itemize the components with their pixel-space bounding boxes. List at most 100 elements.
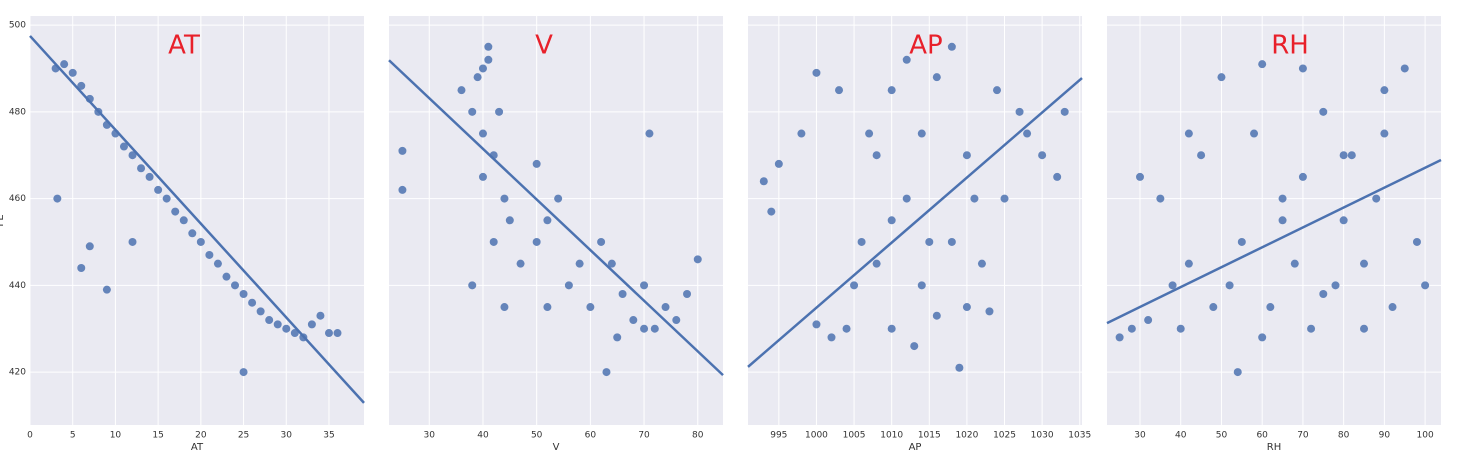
- point: [1372, 194, 1381, 203]
- regression-line: [29, 35, 365, 404]
- x-tick-label: 1035: [1068, 431, 1091, 441]
- point: [102, 285, 111, 294]
- point: [1360, 259, 1369, 268]
- point: [554, 194, 563, 203]
- point: [865, 129, 874, 138]
- point: [532, 237, 541, 246]
- point: [925, 237, 934, 246]
- point: [484, 55, 493, 64]
- point: [564, 281, 573, 290]
- point: [468, 281, 477, 290]
- point: [1060, 107, 1069, 116]
- point: [1156, 194, 1165, 203]
- point: [910, 342, 919, 351]
- point: [290, 329, 299, 338]
- point: [1412, 237, 1421, 246]
- point: [902, 55, 911, 64]
- point: [602, 368, 611, 377]
- point: [256, 307, 265, 316]
- point: [1168, 281, 1177, 290]
- point: [902, 194, 911, 203]
- point: [1038, 151, 1047, 160]
- subplot: 995 1000 1005 1010 1015 1020 1025 1030 1035 AP AP: [747, 16, 1091, 453]
- point: [239, 290, 248, 299]
- point: [154, 185, 163, 194]
- point: [1184, 259, 1193, 268]
- regression-line: [1106, 158, 1442, 325]
- point: [307, 320, 316, 329]
- point: [767, 207, 776, 216]
- x-axis-label: V: [553, 442, 560, 453]
- point: [457, 86, 466, 95]
- point: [1307, 324, 1316, 333]
- point: [917, 129, 926, 138]
- point: [575, 259, 584, 268]
- point: [1176, 324, 1185, 333]
- point: [505, 216, 514, 225]
- point: [205, 250, 214, 259]
- point: [970, 194, 979, 203]
- point: [887, 324, 896, 333]
- x-tick-label: 40: [477, 431, 489, 441]
- point: [324, 329, 333, 338]
- point: [812, 320, 821, 329]
- point: [1400, 64, 1409, 73]
- point: [640, 324, 649, 333]
- point: [1053, 172, 1062, 181]
- x-tick-label: 70: [638, 431, 650, 441]
- point: [1298, 64, 1307, 73]
- x-tick-label: 10: [110, 431, 122, 441]
- point: [1319, 107, 1328, 116]
- x-tick-label: 1025: [993, 431, 1016, 441]
- x-tick-label: 995: [770, 431, 787, 441]
- point: [812, 68, 821, 77]
- point: [478, 129, 487, 138]
- plot-area: [1107, 16, 1441, 425]
- point: [1225, 281, 1234, 290]
- y-tick-label: 460: [9, 194, 26, 204]
- point: [231, 281, 240, 290]
- point: [128, 237, 137, 246]
- point: [1258, 333, 1267, 342]
- point: [1209, 303, 1218, 312]
- point: [196, 237, 205, 246]
- subplot-title: V: [535, 31, 553, 61]
- point: [1127, 324, 1136, 333]
- point: [1197, 151, 1206, 160]
- regression-line: [747, 77, 1083, 368]
- x-tick-label: 30: [1134, 431, 1146, 441]
- x-tick-label: 25: [238, 431, 249, 441]
- x-tick-label: 40: [1175, 431, 1187, 441]
- point: [543, 303, 552, 312]
- point: [1184, 129, 1193, 138]
- point: [842, 324, 851, 333]
- point: [1258, 60, 1267, 69]
- point: [797, 129, 806, 138]
- x-tick-label: 30: [424, 431, 436, 441]
- point: [484, 42, 493, 51]
- point: [1144, 316, 1153, 325]
- point: [650, 324, 659, 333]
- point: [398, 146, 407, 155]
- y-tick-label: 480: [9, 107, 26, 117]
- point: [60, 60, 69, 69]
- point: [992, 86, 1001, 95]
- point: [1360, 324, 1369, 333]
- y-axis-label: PE: [0, 214, 6, 226]
- x-axis-label: AP: [909, 442, 922, 453]
- x-tick-label: 30: [281, 431, 293, 441]
- point: [1339, 151, 1348, 160]
- point: [835, 86, 844, 95]
- point: [516, 259, 525, 268]
- point: [398, 185, 407, 194]
- point: [77, 81, 86, 90]
- point: [977, 259, 986, 268]
- point: [128, 151, 137, 160]
- point: [1278, 216, 1287, 225]
- point: [1233, 368, 1242, 377]
- point: [887, 216, 896, 225]
- x-tick-label: 60: [585, 431, 597, 441]
- point: [774, 159, 783, 168]
- point: [1339, 216, 1348, 225]
- point: [872, 259, 881, 268]
